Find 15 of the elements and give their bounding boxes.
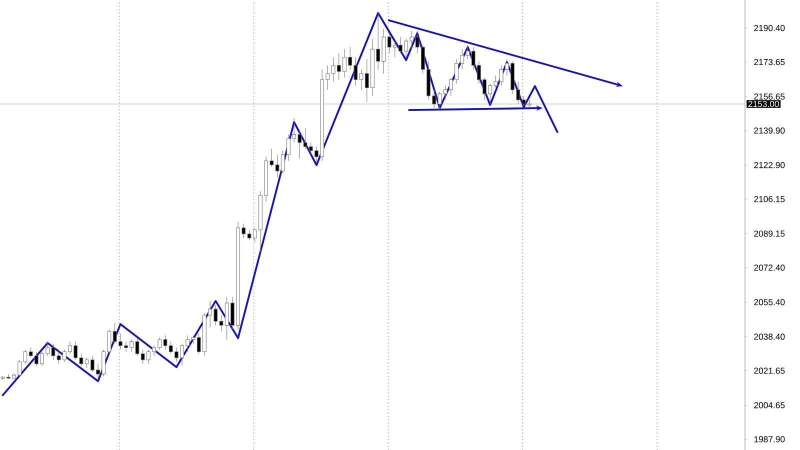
y-tick-label: 2190.40: [754, 24, 785, 32]
y-tick-label: 2139.90: [754, 128, 785, 134]
line-series: [2, 12, 558, 396]
y-tick-label: 2106.15: [754, 196, 785, 202]
y-tick-label: 1987.90: [754, 436, 785, 442]
y-tick-label: 2072.40: [754, 264, 785, 271]
y-tick-label: 2055.40: [754, 299, 785, 306]
y-tick-label: 2156.65: [754, 93, 785, 100]
y-tick-label: 2021.65: [754, 368, 785, 374]
y-tick-label: 2089.15: [754, 230, 785, 237]
y-tick-label: 2173.65: [754, 58, 785, 66]
y-tick-label: 2004.65: [754, 402, 785, 408]
y-tick-label: 2038.40: [754, 334, 785, 340]
y-tick-label: 2122.90: [754, 162, 785, 168]
ref-line-label: 2153.00: [748, 100, 779, 108]
